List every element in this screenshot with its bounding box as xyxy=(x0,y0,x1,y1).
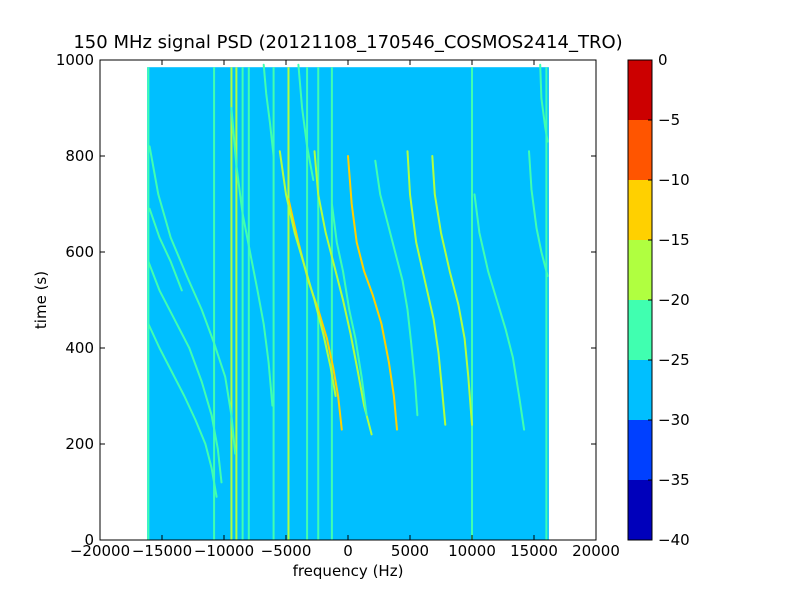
heatmap-trace xyxy=(347,155,398,431)
y-tick-label: 800 xyxy=(65,147,94,165)
x-tick-label: −15000 xyxy=(132,542,192,560)
colorbar-segment xyxy=(628,480,652,540)
y-tick-label: 0 xyxy=(84,531,94,549)
heatmap-trace xyxy=(528,150,549,277)
y-axis-label: time (s) xyxy=(32,271,50,329)
colorbar-tick-label: −40 xyxy=(658,531,690,549)
colorbar-segment xyxy=(628,120,652,180)
x-tick-label: −5000 xyxy=(261,542,312,560)
heatmap-trace xyxy=(313,150,373,436)
colorbar-tick-label: −10 xyxy=(658,171,690,189)
x-tick-label: 20000 xyxy=(572,542,620,560)
colorbar-segment xyxy=(628,60,652,120)
x-tick-label: −10000 xyxy=(194,542,254,560)
colorbar-tick-label: −30 xyxy=(658,411,690,429)
y-tick-label: 1000 xyxy=(56,51,94,69)
x-tick-label: 10000 xyxy=(448,542,496,560)
colorbar-segment xyxy=(628,240,652,300)
colorbar-tick-label: −5 xyxy=(658,111,680,129)
heatmap-trace xyxy=(431,155,473,426)
heatmap-trace xyxy=(539,63,549,143)
y-tick-label: 400 xyxy=(65,339,94,357)
colorbar-segment xyxy=(628,420,652,480)
heatmap-trace xyxy=(262,63,275,157)
heatmap-trace xyxy=(147,323,218,498)
x-tick-label: −20000 xyxy=(70,542,130,560)
colorbar-tick-label: −25 xyxy=(658,351,690,369)
heatmap-trace xyxy=(147,260,223,484)
heatmap-trace xyxy=(297,63,315,181)
x-tick-label: 5000 xyxy=(391,542,429,560)
heatmap-trace xyxy=(330,203,368,417)
heatmap-trace xyxy=(278,150,337,397)
plot-area xyxy=(99,59,597,541)
y-tick-label: 600 xyxy=(65,243,94,261)
y-axis: 0 200 400 600 800 1000 xyxy=(56,51,596,549)
x-axis: −20000 −15000 −10000 −5000 0 5000 10000 15000 20… xyxy=(70,60,620,560)
heatmap-trace xyxy=(406,150,447,426)
colorbar-tick-label: −35 xyxy=(658,471,690,489)
colorbar-segment xyxy=(628,360,652,420)
y-tick-label: 200 xyxy=(65,435,94,453)
colorbar-segment xyxy=(628,300,652,360)
heatmap-trace xyxy=(148,207,183,292)
heatmap-trace xyxy=(473,193,526,431)
x-tick-label: 15000 xyxy=(510,542,558,560)
x-tick-label: 0 xyxy=(343,542,353,560)
heatmap-trace xyxy=(374,159,419,417)
colorbar-tick-label: −15 xyxy=(658,231,690,249)
heatmap-trace xyxy=(230,107,274,407)
colorbar: −40 −35 −30 −25 −20 −15 −10 −5 0 xyxy=(627,51,690,549)
chart-title: 150 MHz signal PSD (20121108_170546_COSM… xyxy=(73,32,622,53)
heatmap-data-layer xyxy=(147,63,549,540)
colorbar-tick-label: −20 xyxy=(658,291,690,309)
heatmap-trace xyxy=(148,145,237,455)
colorbar-tick-label: 0 xyxy=(658,51,668,69)
colorbar-segment xyxy=(628,180,652,240)
x-axis-label: frequency (Hz) xyxy=(293,562,404,580)
